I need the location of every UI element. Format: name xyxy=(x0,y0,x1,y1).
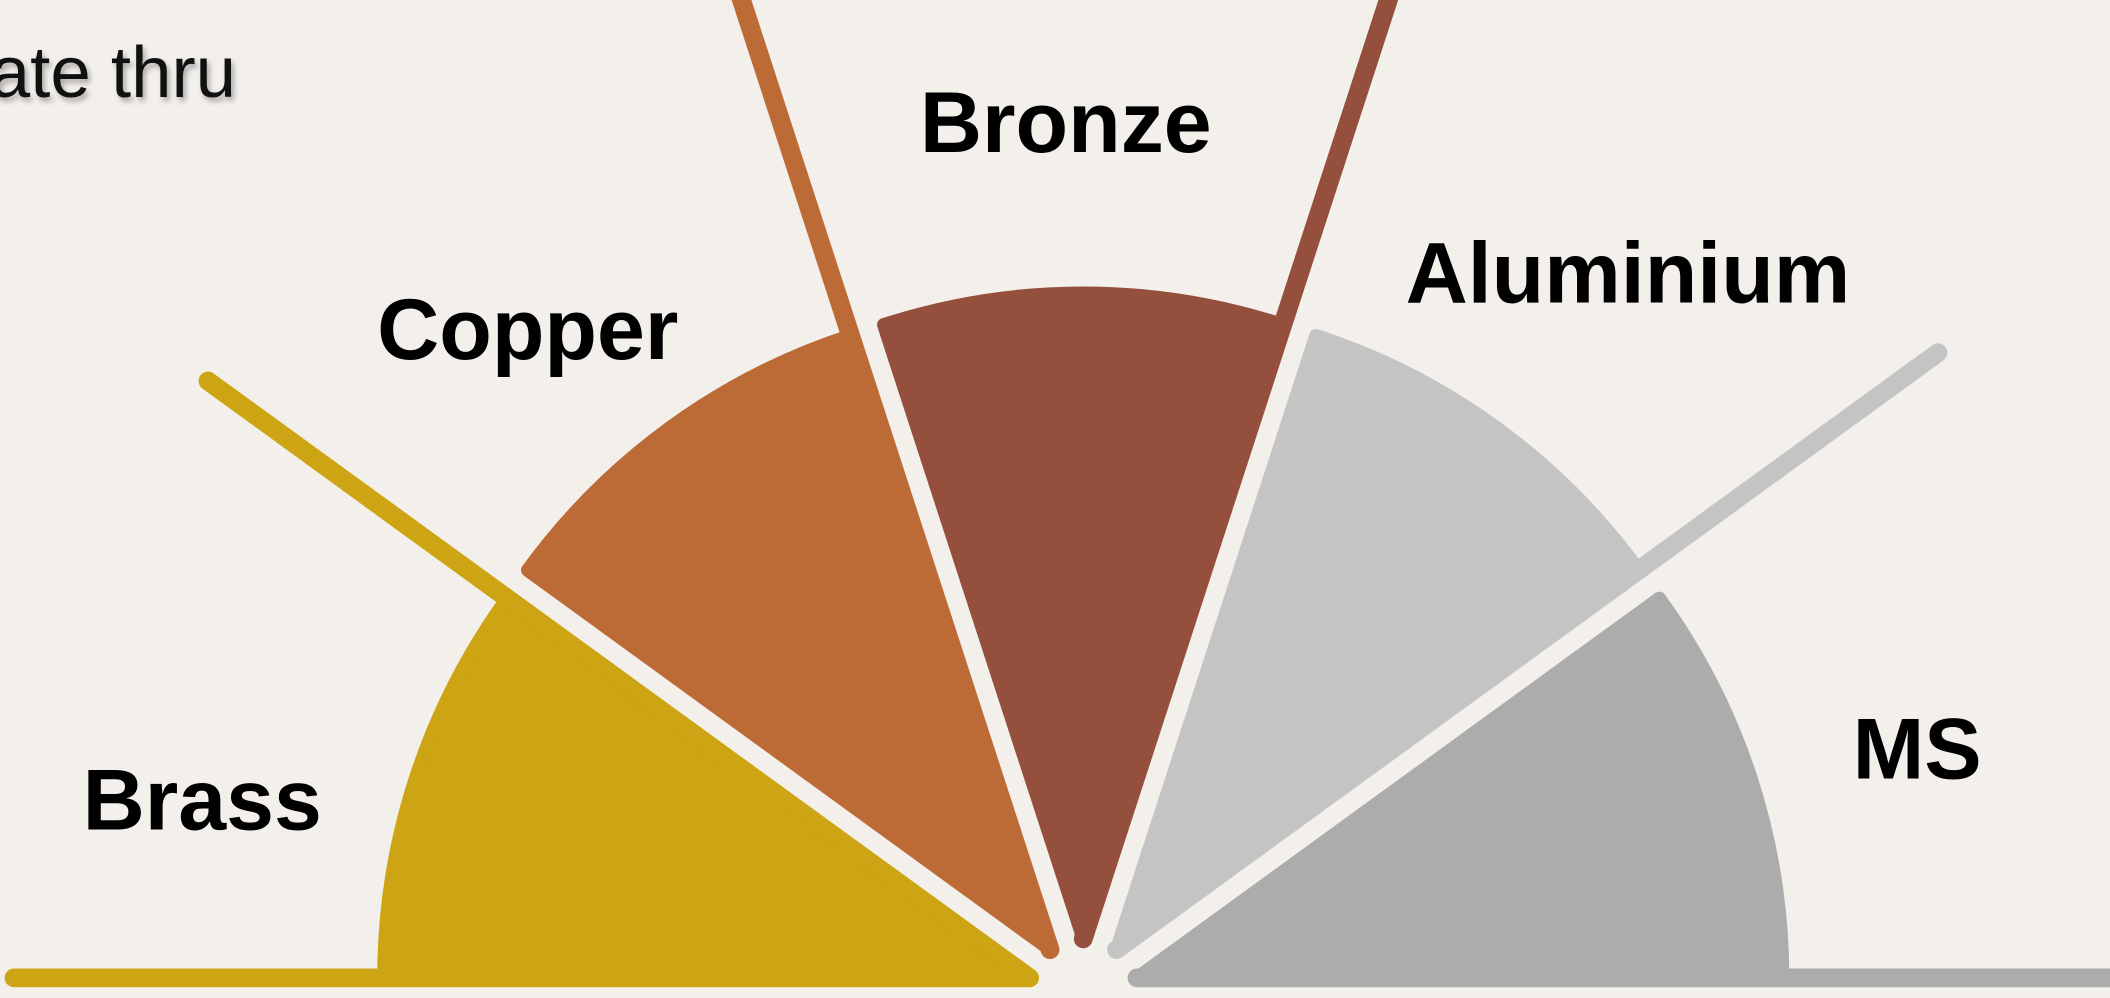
wedge-pointer[interactable] xyxy=(198,371,1039,988)
menu-label[interactable]: Bronze xyxy=(920,75,1212,171)
wedge[interactable] xyxy=(521,328,1057,957)
wedge[interactable] xyxy=(877,286,1290,946)
menu-label[interactable]: Aluminium xyxy=(1406,225,1851,321)
wedge[interactable] xyxy=(377,591,1037,985)
wedge-pointer[interactable] xyxy=(1107,343,1948,960)
wedge-pointer[interactable] xyxy=(731,0,1060,960)
labels: Brass Copper Bronze Aluminium MS xyxy=(83,75,1982,849)
menu-item[interactable] xyxy=(4,371,1039,988)
header-text: ate thru xyxy=(0,32,236,113)
wedges xyxy=(4,0,2110,988)
menu-label[interactable]: MS xyxy=(1853,702,1982,798)
menu-item[interactable] xyxy=(1107,328,1948,960)
menu-label[interactable]: Copper xyxy=(377,282,678,378)
wedge[interactable] xyxy=(1130,591,1790,985)
menu-item[interactable] xyxy=(521,0,1060,960)
wedge[interactable] xyxy=(1109,328,1646,957)
wedge-pointer[interactable] xyxy=(1073,0,1399,949)
menu-item[interactable] xyxy=(877,0,1399,949)
menu-item[interactable] xyxy=(1127,591,2110,988)
menu-label[interactable]: Brass xyxy=(83,753,322,849)
